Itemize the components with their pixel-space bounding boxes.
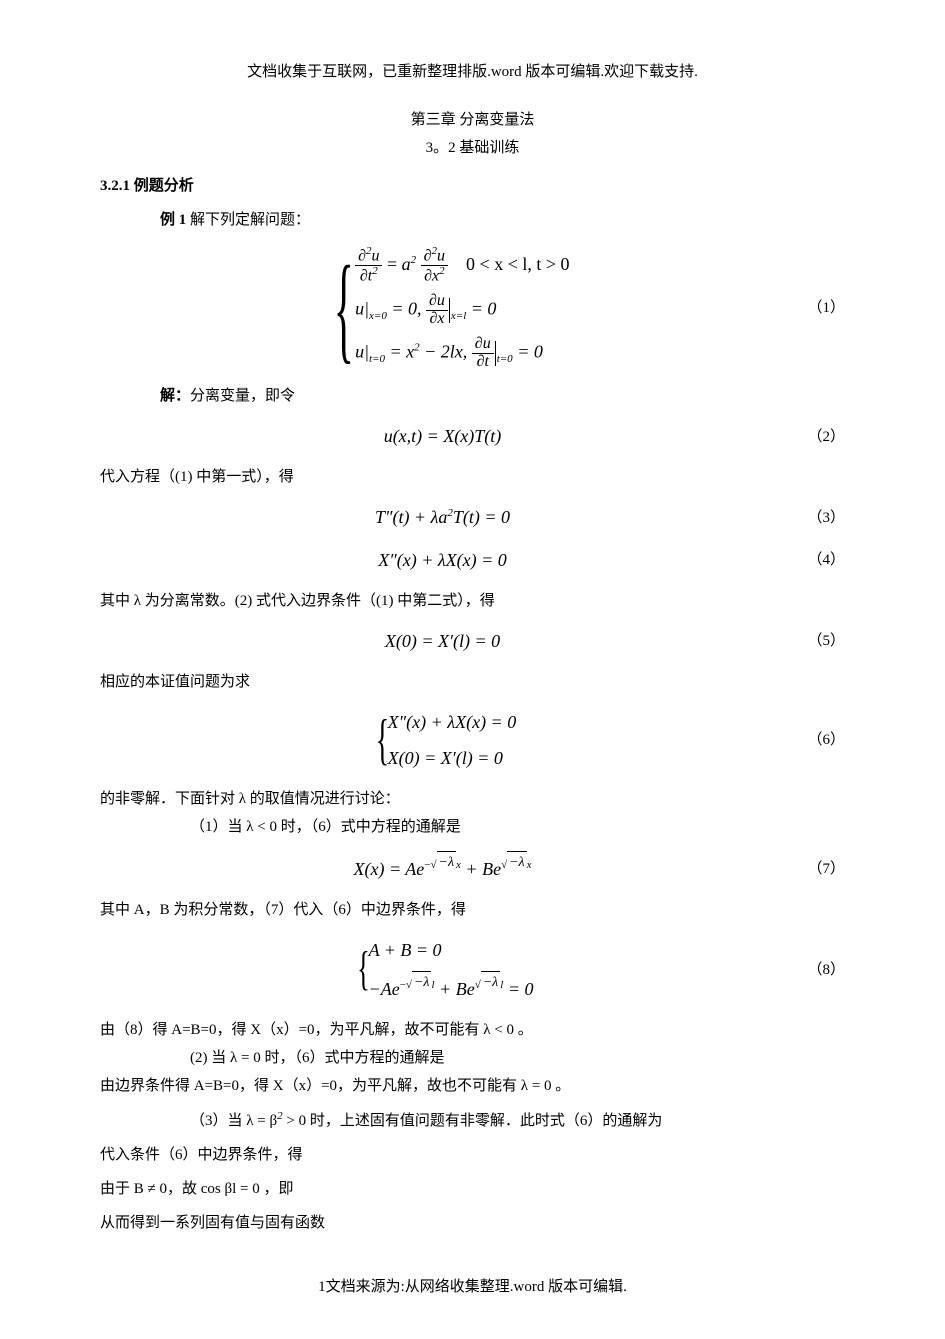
para-lambda: 其中 λ 为分离常数。(2) 式代入边界条件（(1) 中第二式），得 [100, 589, 845, 613]
eq5-body: X(0) = X′(l) = 0 [385, 631, 500, 651]
system1-line2: u|x=0 = 0, ∂u∂xx=l = 0 [355, 293, 569, 328]
system1-line1: ∂2u∂t2 = a2 ∂2u∂x2 0 < x < l, t > 0 [355, 246, 569, 285]
para-B-nonzero: 由于 B ≠ 0，故 cos βl = 0 ，即 [100, 1177, 845, 1201]
equation-4: X″(x) + λX(x) = 0 （4） [100, 546, 845, 575]
para-substitute-1: 代入方程（(1) 中第一式），得 [100, 465, 845, 489]
eq3-body: T″(t) + λa2T(t) = 0 [375, 507, 510, 527]
system8-line1: A + B = 0 [369, 936, 534, 965]
footer-note: 1文档来源为:从网络收集整理.word 版本可编辑. [100, 1275, 845, 1299]
eq-num-6: （6） [785, 728, 845, 752]
eq-num-2: （2） [785, 425, 845, 449]
eq-num-5: （5） [785, 629, 845, 653]
equation-system-6: { X″(x) + λX(x) = 0 X(0) = X′(l) = 0 （6） [100, 708, 845, 774]
para-case2-conclusion: 由边界条件得 A=B=0，得 X（x）=0，为平凡解，故也不可能有 λ = 0 … [100, 1074, 845, 1098]
equation-5: X(0) = X′(l) = 0 （5） [100, 627, 845, 656]
para-nontrivial: 的非零解．下面针对 λ 的取值情况进行讨论： [100, 787, 845, 811]
equation-3: T″(t) + λa2T(t) = 0 （3） [100, 503, 845, 532]
para-AB-constants: 其中 A，B 为积分常数，（7）代入（6）中边界条件，得 [100, 898, 845, 922]
para-eigenvalues: 从而得到一系列固有值与固有函数 [100, 1211, 845, 1235]
para-substitute-bc: 代入条件（6）中边界条件，得 [100, 1143, 845, 1167]
case-3: （3）当 λ = β2 > 0 时，上述固有值问题有非零解．此时式（6）的通解为 [100, 1108, 845, 1133]
equation-7: X(x) = Ae−−λx + Be−λx （7） [100, 853, 845, 884]
eq-num-7: （7） [785, 857, 845, 881]
equation-2: u(x,t) = X(x)T(t) （2） [100, 422, 845, 451]
eq4-body: X″(x) + λX(x) = 0 [378, 550, 507, 570]
case-1: （1）当 λ < 0 时，（6）式中方程的通解是 [100, 815, 845, 839]
system6-line2: X(0) = X′(l) = 0 [388, 744, 517, 773]
equation-system-1: { ∂2u∂t2 = a2 ∂2u∂x2 0 < x < l, t > 0 u|… [100, 246, 845, 370]
subsection-label: 3.2.1 例题分析 [100, 174, 845, 198]
eq-num-4: （4） [785, 548, 845, 572]
example-1: 例 1 解下列定解问题： [100, 208, 845, 232]
para-eigenproblem: 相应的本证值问题为求 [100, 670, 845, 694]
example-1-label: 例 1 [160, 212, 186, 228]
chapter-title: 第三章 分离变量法 [100, 108, 845, 132]
para-case1-conclusion: 由（8）得 A=B=0，得 X（x）=0，为平凡解，故不可能有 λ < 0 。 [100, 1018, 845, 1042]
eq2-body: u(x,t) = X(x)T(t) [384, 426, 502, 446]
solve-text: 分离变量，即令 [190, 388, 295, 404]
system8-line2: −Ae−−λl + Be−λl = 0 [369, 973, 534, 1004]
eq-num-1: （1） [785, 296, 845, 320]
header-note: 文档收集于互联网，已重新整理排版.word 版本可编辑.欢迎下载支持. [100, 60, 845, 84]
solve-intro: 解：分离变量，即令 [100, 384, 845, 408]
solve-label: 解： [160, 388, 190, 404]
section-title: 3。2 基础训练 [100, 136, 845, 160]
example-1-text: 解下列定解问题： [186, 212, 310, 228]
case-2: (2) 当 λ = 0 时，（6）式中方程的通解是 [100, 1046, 845, 1070]
eq-num-3: （3） [785, 506, 845, 530]
equation-system-8: { A + B = 0 −Ae−−λl + Be−λl = 0 （8） [100, 936, 845, 1004]
system6-line1: X″(x) + λX(x) = 0 [388, 708, 517, 737]
eq-num-8: （8） [785, 958, 845, 982]
eq7-body: X(x) = Ae−−λx + Be−λx [353, 859, 531, 879]
system1-line3: u|t=0 = x2 − 2lx, ∂u∂tt=0 = 0 [355, 336, 569, 371]
